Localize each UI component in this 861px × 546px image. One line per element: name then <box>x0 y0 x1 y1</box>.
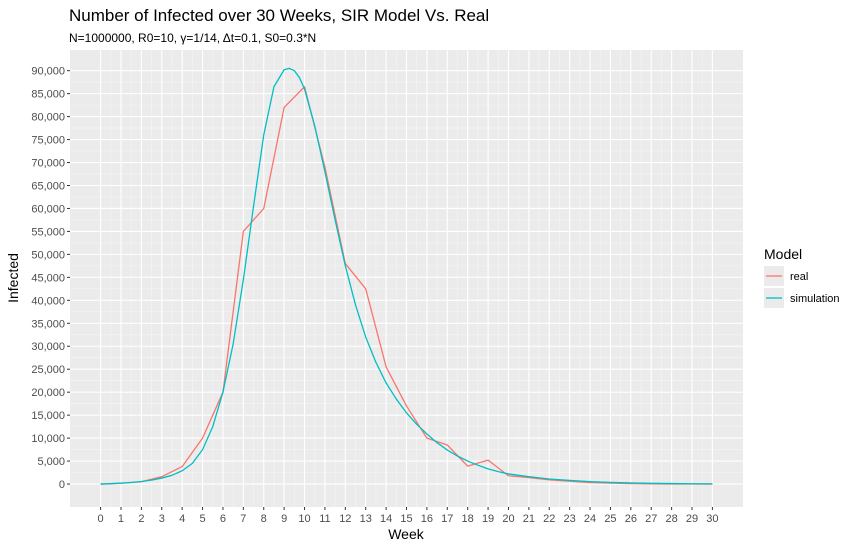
legend-label-simulation: simulation <box>790 293 840 305</box>
x-tick-label: 17 <box>441 513 453 525</box>
x-tick-label: 29 <box>686 513 698 525</box>
series-lines <box>100 67 713 485</box>
y-tick-label: 75,000 <box>31 135 65 147</box>
y-tick-label: 0 <box>59 479 65 491</box>
y-tick-label: 80,000 <box>31 112 65 124</box>
series-line-real <box>100 86 713 485</box>
x-tick-label: 30 <box>706 513 718 525</box>
legend-title: Model <box>764 246 802 262</box>
x-tick-label: 14 <box>380 513 392 525</box>
x-tick-label: 5 <box>199 513 205 525</box>
x-tick-label: 3 <box>159 513 165 525</box>
major-gridlines <box>70 50 743 507</box>
x-tick-label: 9 <box>281 513 287 525</box>
y-tick-label: 45,000 <box>31 272 65 284</box>
y-tick-label: 35,000 <box>31 318 65 330</box>
x-tick-label: 19 <box>482 513 494 525</box>
x-tick-label: 13 <box>360 513 372 525</box>
x-axis-title: Week <box>388 526 425 542</box>
x-tick-label: 28 <box>665 513 677 525</box>
x-tick-label: 11 <box>319 513 330 525</box>
x-tick-label: 4 <box>179 513 185 525</box>
y-tick-label: 40,000 <box>31 295 65 307</box>
y-tick-label: 85,000 <box>31 89 65 101</box>
x-tick-label: 26 <box>625 513 637 525</box>
x-tick-label: 24 <box>584 513 596 525</box>
x-tick-label: 25 <box>604 513 616 525</box>
x-tick-label: 27 <box>645 513 657 525</box>
x-tick-label: 1 <box>118 513 124 525</box>
legend-label-real: real <box>790 271 808 283</box>
y-tick-label: 90,000 <box>31 66 65 78</box>
x-axis-ticks: 0 1 2 3 4 5 6 7 8 9 10 11 12 13 14 15 16 17 18 19 20 21 22 23 24… <box>98 507 719 525</box>
y-axis-title: Infected <box>5 253 21 303</box>
y-tick-label: 60,000 <box>31 203 65 215</box>
x-tick-label: 21 <box>523 513 535 525</box>
y-tick-label: 15,000 <box>31 410 65 422</box>
chart-title: Number of Infected over 30 Weeks, SIR Mo… <box>69 6 489 25</box>
y-tick-label: 10,000 <box>31 433 65 445</box>
x-tick-label: 18 <box>462 513 474 525</box>
x-tick-label: 6 <box>220 513 226 525</box>
series-line-simulation <box>100 67 713 485</box>
y-tick-label: 65,000 <box>31 180 65 192</box>
x-tick-label: 7 <box>240 513 246 525</box>
x-tick-label: 0 <box>98 513 104 525</box>
x-tick-label: 23 <box>564 513 576 525</box>
x-tick-label: 8 <box>261 513 267 525</box>
y-tick-label: 50,000 <box>31 249 65 261</box>
x-tick-label: 2 <box>138 513 144 525</box>
y-axis-ticks: 0 5,000 10,000 15,000 20,000 25,000 30,000 35,0… <box>31 66 70 491</box>
y-tick-label: 30,000 <box>31 341 65 353</box>
x-tick-label: 12 <box>339 513 351 525</box>
y-tick-label: 5,000 <box>37 456 65 468</box>
x-tick-label: 16 <box>421 513 433 525</box>
x-tick-label: 10 <box>298 513 310 525</box>
x-tick-label: 20 <box>502 513 514 525</box>
y-tick-label: 25,000 <box>31 364 65 376</box>
x-tick-label: 15 <box>400 513 412 525</box>
y-tick-label: 70,000 <box>31 158 65 170</box>
legend: Model real simulation <box>764 246 840 308</box>
chart-subtitle: N=1000000, R0=10, γ=1/14, Δt=0.1, S0=0.3… <box>69 31 316 45</box>
y-tick-label: 55,000 <box>31 226 65 238</box>
x-tick-label: 22 <box>543 513 555 525</box>
y-tick-label: 20,000 <box>31 387 65 399</box>
